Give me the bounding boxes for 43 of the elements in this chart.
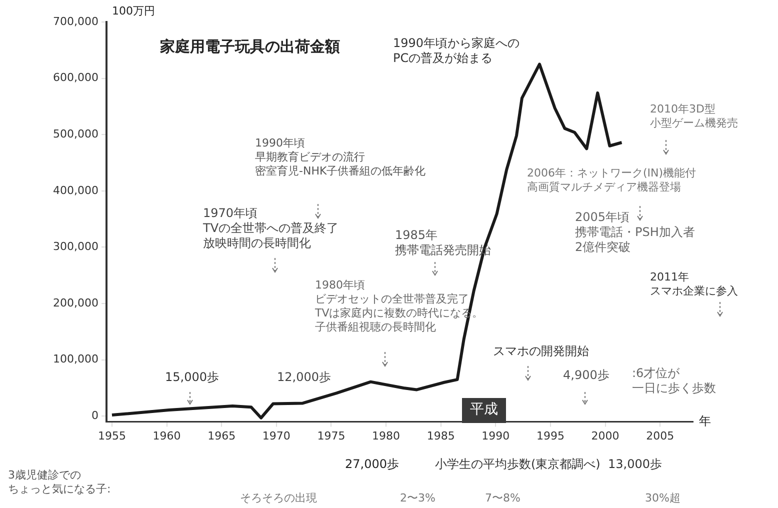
text: 小学生の平均歩数(東京都調べ) xyxy=(435,457,600,472)
y-tick-label: 100,000 xyxy=(52,352,98,366)
annotation: 15,000歩 xyxy=(165,370,219,384)
annotation: 2006年：ネットワーク(IN)機能付高画質マルチメディア機器登場 xyxy=(527,166,696,194)
annotation: :6才位が一日に歩く歩数 xyxy=(632,366,716,396)
annotation: 1970年頃TVの全世帯への普及終了放映時間の長時間化 xyxy=(202,206,339,250)
x-tick-label: 2000 xyxy=(591,429,620,442)
annotation: 2005年頃携帯電話・PSH加入者2億件突破 xyxy=(575,210,695,254)
annotation: 4,900歩 xyxy=(563,368,610,382)
y-tick-label: 500,000 xyxy=(52,127,98,140)
annotation: 1990年頃から家庭へのPCの普及が始まる xyxy=(393,36,520,66)
x-tick-label: 1960 xyxy=(152,429,181,442)
x-tick-label: 1995 xyxy=(536,429,564,442)
x-tick-label: 1965 xyxy=(208,429,236,442)
annotation: 平成 xyxy=(470,402,498,418)
text: 7〜8% xyxy=(485,491,520,504)
x-axis-title: 年 xyxy=(699,414,711,428)
annotation: 12,000歩 xyxy=(277,370,331,384)
text: 13,000歩 xyxy=(608,457,662,472)
y-tick-label: 0 xyxy=(91,409,98,422)
text: そろそろの出現 xyxy=(240,491,317,504)
y-tick-label: 300,000 xyxy=(52,240,98,254)
y-tick-label: 200,000 xyxy=(52,296,98,310)
x-tick-label: 1975 xyxy=(317,429,346,442)
annotation: スマホの開発開始 xyxy=(493,344,589,358)
x-tick-label: 1955 xyxy=(98,429,126,442)
y-tick-label: 700,000 xyxy=(52,14,98,28)
x-tick-label: 1985 xyxy=(426,429,455,442)
x-tick-label: 1980 xyxy=(372,429,400,442)
text: 2〜3% xyxy=(400,491,436,504)
annotation: 2011年スマホ企業に参入 xyxy=(650,270,738,298)
y-axis-title: 100万円 xyxy=(112,4,155,18)
x-tick-label: 2005 xyxy=(646,429,674,442)
x-tick-label: 1990 xyxy=(482,429,510,442)
text: 27,000歩 xyxy=(345,457,399,472)
text: 3歳児健診でのちょっと気になる子: xyxy=(8,468,111,496)
annotation: 2010年3D型小型ゲーム機発売 xyxy=(650,102,738,130)
text: 30%超 xyxy=(645,491,680,504)
x-tick-label: 1970 xyxy=(262,429,290,442)
y-tick-label: 600,000 xyxy=(52,71,98,84)
text: 家庭用電子玩具の出荷金額 xyxy=(159,37,340,56)
annotation: 1990年頃早期教育ビデオの流行密室育児-NHK子供番組の低年齢化 xyxy=(255,136,426,178)
y-tick-label: 400,000 xyxy=(52,184,98,197)
